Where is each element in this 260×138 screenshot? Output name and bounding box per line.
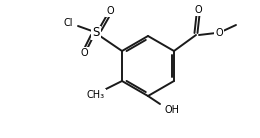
Text: S: S xyxy=(92,26,100,39)
Text: Cl: Cl xyxy=(63,18,73,28)
Text: O: O xyxy=(106,6,114,16)
Text: O: O xyxy=(80,48,88,58)
Text: CH₃: CH₃ xyxy=(87,90,105,100)
Text: OH: OH xyxy=(165,105,179,115)
Text: O: O xyxy=(215,28,223,38)
Text: O: O xyxy=(194,5,202,15)
